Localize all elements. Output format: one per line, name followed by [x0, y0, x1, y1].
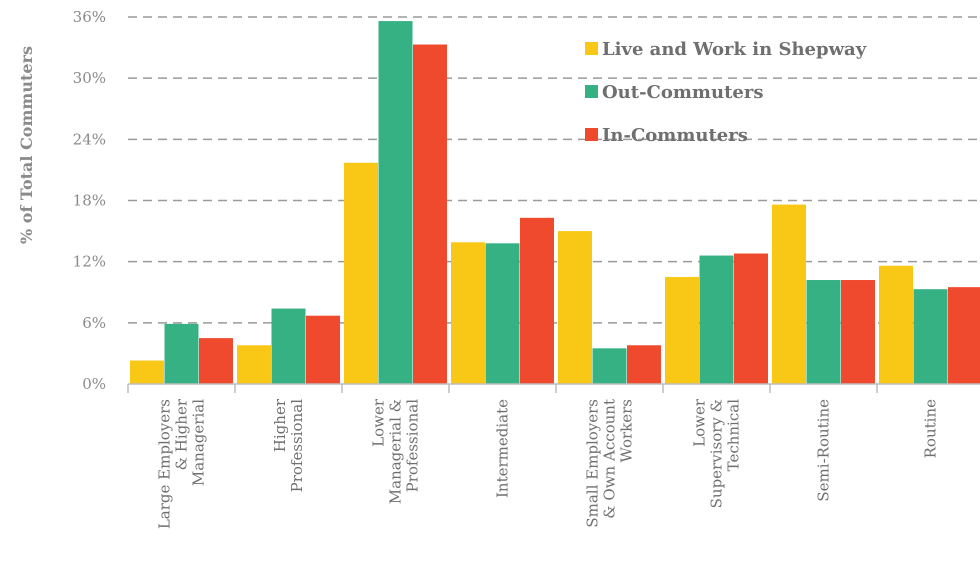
y-tick-label: 6%: [82, 314, 106, 332]
y-tick-label: 30%: [73, 69, 106, 87]
x-category-label: Workers: [618, 399, 636, 462]
x-category-label: Professional: [404, 399, 422, 493]
x-category-label: Semi-Routine: [815, 399, 833, 502]
x-category-label: Lower: [691, 398, 709, 447]
legend-swatch: [585, 128, 598, 141]
bar: [627, 345, 661, 384]
x-category-label: & Higher: [173, 398, 191, 470]
bar: [879, 265, 913, 384]
bar: [772, 204, 806, 384]
bar: [306, 315, 340, 384]
legend-label: In-Commuters: [602, 125, 748, 146]
bar: [451, 242, 485, 384]
bar: [841, 280, 875, 384]
bar: [164, 323, 199, 384]
legend: Live and Work in Shepway Out-Commuters In-…: [585, 39, 867, 146]
bar: [199, 338, 233, 384]
x-category-label: Higher: [271, 398, 289, 452]
bar: [913, 289, 948, 384]
axes: [127, 383, 980, 393]
bar: [485, 243, 520, 384]
bars: [130, 21, 980, 385]
bar: [665, 276, 699, 384]
x-category-label: Managerial &: [387, 399, 405, 504]
x-category-label: Routine: [922, 399, 940, 458]
bar: [237, 345, 271, 384]
bar: [806, 280, 841, 384]
y-tick-label: 12%: [73, 253, 106, 271]
bar: [520, 217, 554, 384]
legend-swatch: [585, 42, 598, 55]
legend-label: Out-Commuters: [602, 82, 763, 103]
x-category-labels: Large Employers & Higher Managerial Higher P…: [156, 398, 940, 529]
x-category-label: Large Employers: [156, 399, 174, 529]
y-tick-label: 24%: [73, 130, 106, 148]
bar: [271, 308, 306, 384]
bar: [130, 360, 164, 384]
bar: [734, 253, 768, 384]
x-category-label: Managerial: [190, 399, 208, 486]
y-tick-label: 18%: [73, 192, 106, 210]
bar: [592, 348, 627, 384]
y-axis-label: % of Total Commuters: [17, 46, 36, 244]
x-category-label: Small Employers: [584, 399, 602, 528]
x-category-label: Intermediate: [494, 399, 512, 498]
legend-label: Live and Work in Shepway: [602, 39, 867, 60]
x-category-label: Technical: [725, 399, 743, 472]
x-category-label: Supervisory &: [708, 399, 726, 508]
bar: [413, 44, 447, 385]
y-tick-label: 36%: [73, 8, 106, 26]
x-category-label: & Own Account: [601, 399, 619, 519]
bar: [378, 21, 413, 384]
bar: [699, 255, 734, 384]
bar: [344, 162, 378, 384]
bar: [558, 231, 592, 384]
legend-swatch: [585, 85, 598, 98]
y-tick-labels: 0% 6% 12% 18% 24% 30% 36%: [73, 8, 106, 393]
y-tick-label: 0%: [82, 375, 106, 393]
x-category-label: Lower: [370, 398, 388, 447]
x-category-label: Professional: [288, 399, 306, 493]
bar: [948, 287, 980, 384]
